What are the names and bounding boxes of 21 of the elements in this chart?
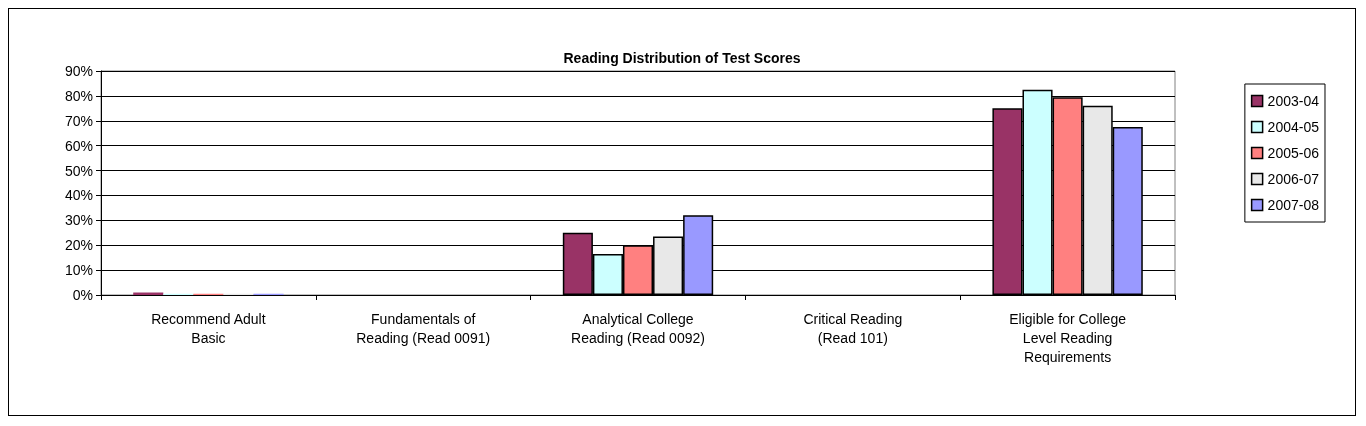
x-tick-label: Critical Reading (Read 101) [803, 310, 903, 346]
legend-label: 2006-07 [1267, 171, 1320, 187]
chart-title: Reading Distribution of Test Scores [563, 50, 801, 66]
y-tick-label: 70% [64, 112, 93, 129]
legend-label: 2003-04 [1267, 93, 1320, 109]
x-tick-label: Recommend Adult Basic [151, 310, 266, 346]
x-tick-label: Eligible for College Level Reading Requirements [1009, 310, 1127, 365]
y-tick-label: 50% [64, 162, 93, 179]
y-tick-label: 30% [64, 212, 93, 229]
y-tick-label: 90% [64, 63, 93, 79]
y-tick-label: 10% [64, 262, 93, 279]
y-tick-label: 20% [64, 237, 93, 254]
legend-label: 2004-05 [1267, 119, 1320, 135]
y-tick-label: 80% [64, 87, 93, 104]
x-tick-label: Fundamentals of Reading (Read 0091) [356, 310, 491, 346]
y-tick-label: 0% [72, 287, 93, 303]
legend-label: 2005-06 [1267, 145, 1320, 161]
x-tick-label: Analytical College Reading (Read 0092) [571, 310, 705, 346]
legend-label: 2007-08 [1267, 197, 1320, 213]
y-tick-label: 40% [64, 187, 93, 204]
y-tick-label: 60% [64, 137, 93, 154]
